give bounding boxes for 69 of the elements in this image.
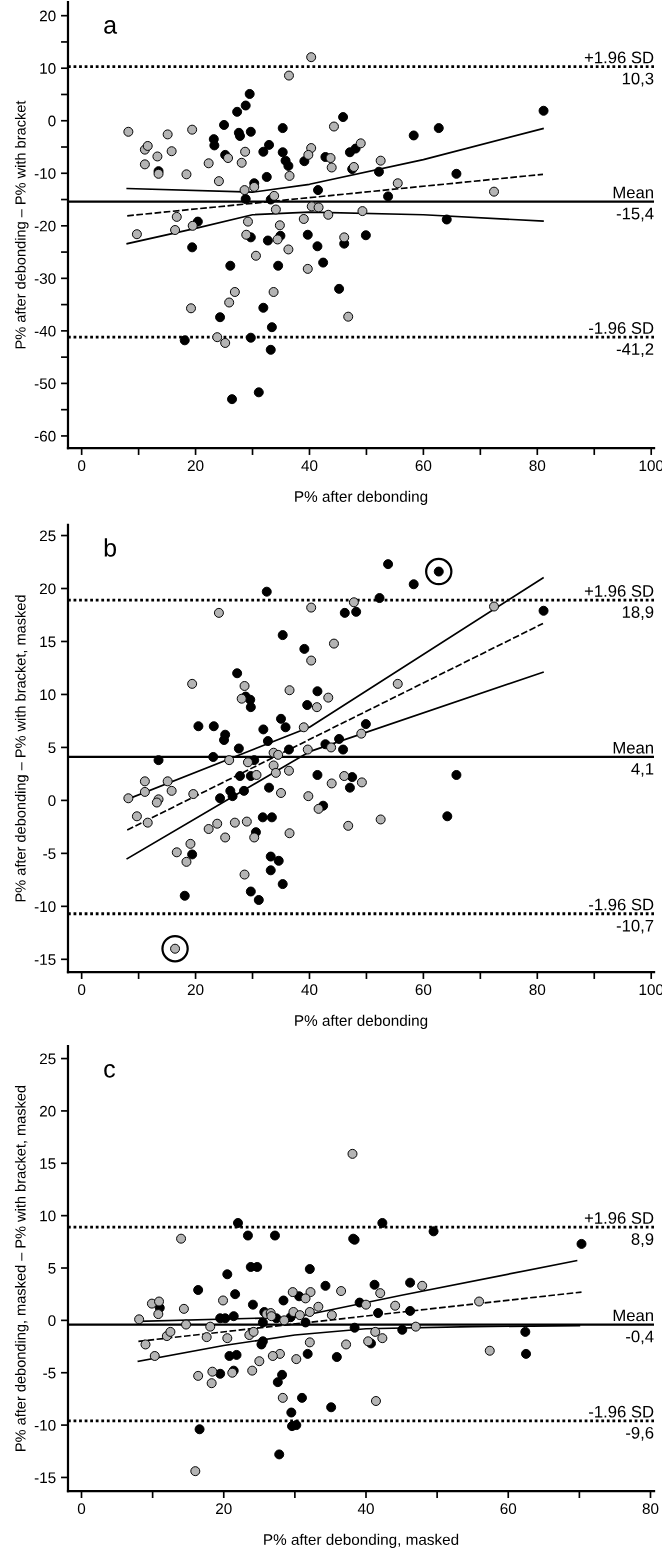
y-tick-label: -15: [34, 1472, 56, 1484]
y-tick-label: -5: [43, 848, 56, 860]
y-tick-label: -60: [34, 430, 56, 442]
annotation: 18,9: [622, 606, 654, 620]
x-tick-label: 0: [78, 460, 86, 472]
ref-line-label: -1.96 SD: [589, 322, 654, 334]
annotation: 10,3: [622, 72, 654, 87]
y-tick-label: 20: [39, 583, 56, 595]
y-tick-label: 5: [48, 1263, 56, 1274]
x-tick-label: 0: [78, 984, 86, 996]
y-tick-label: 25: [39, 530, 56, 542]
y-axis-title: P% after debonding – P% with bracket, masked: [14, 595, 29, 902]
ref-line-label: Mean: [613, 1309, 653, 1322]
y-tick-label: 0: [48, 115, 56, 127]
x-tick-label: 80: [642, 1503, 659, 1515]
annotation: c: [104, 1064, 115, 1078]
annotation: 8,9: [631, 1233, 654, 1247]
ref-line-label: Mean: [613, 742, 653, 754]
y-tick-label: 10: [40, 689, 56, 701]
ref-line-label: +1.96 SD: [584, 1212, 654, 1224]
y-tick-label: -5: [43, 1367, 56, 1379]
annotation: b: [104, 538, 117, 557]
y-tick-label: -20: [34, 220, 56, 232]
y-tick-label: -30: [34, 273, 56, 285]
x-tick-label: 0: [77, 1503, 86, 1515]
ref-line-label: Mean: [613, 186, 653, 199]
x-tick-label: 60: [500, 1503, 517, 1515]
y-tick-label: -15: [34, 954, 56, 965]
y-tick-label: -10: [34, 1419, 56, 1431]
x-tick-label: 80: [529, 460, 546, 472]
x-tick-label: 20: [216, 1503, 232, 1515]
y-tick-label: 0: [48, 1315, 56, 1327]
ref-line-label: +1.96 SD: [584, 585, 654, 597]
annotation: -9,6: [626, 1426, 654, 1441]
y-tick-label: 15: [40, 1158, 56, 1169]
ref-line-label: -1.96 SD: [589, 898, 654, 911]
x-tick-label: 80: [529, 984, 546, 996]
x-tick-label: 40: [301, 460, 318, 472]
y-tick-label: 10: [40, 1210, 56, 1222]
x-tick-label: 60: [415, 984, 432, 996]
y-tick-label: 25: [39, 1053, 56, 1065]
x-tick-label: 40: [301, 984, 318, 996]
x-tick-label: 20: [187, 460, 204, 472]
y-tick-label: 20: [39, 1105, 56, 1117]
y-tick-label: -10: [34, 901, 56, 913]
y-tick-label: -10: [34, 168, 56, 179]
x-axis-title: P% after debonding: [295, 1014, 428, 1029]
annotation: -0,4: [626, 1330, 654, 1345]
x-tick-label: 20: [187, 984, 204, 996]
y-tick-label: 5: [48, 742, 56, 754]
y-tick-label: 10: [40, 63, 56, 74]
x-tick-label: 40: [357, 1503, 374, 1515]
x-tick-label: 60: [415, 460, 432, 472]
y-tick-label: 20: [39, 10, 56, 22]
annotation: -15,4: [616, 207, 654, 222]
x-axis-title: P% after debonding: [295, 490, 428, 505]
ref-line-label: +1.96 SD: [584, 51, 654, 64]
ref-line-label: -1.96 SD: [589, 1405, 654, 1418]
y-axis-title: P% after debonding – P% with bracket: [14, 100, 29, 349]
annotation: 4,1: [631, 763, 654, 777]
annotation: a: [104, 20, 118, 34]
y-tick-label: -50: [34, 378, 56, 390]
annotation: -10,7: [616, 919, 654, 934]
y-tick-label: -40: [34, 325, 56, 337]
x-axis-title: P% after debonding, masked: [264, 1533, 459, 1549]
annotation: -41,2: [616, 343, 654, 357]
y-axis-title: P% after debonding, masked – P% with bracket, masked: [14, 1085, 29, 1451]
y-tick-label: 15: [40, 636, 56, 648]
y-tick-label: 0: [48, 795, 56, 807]
